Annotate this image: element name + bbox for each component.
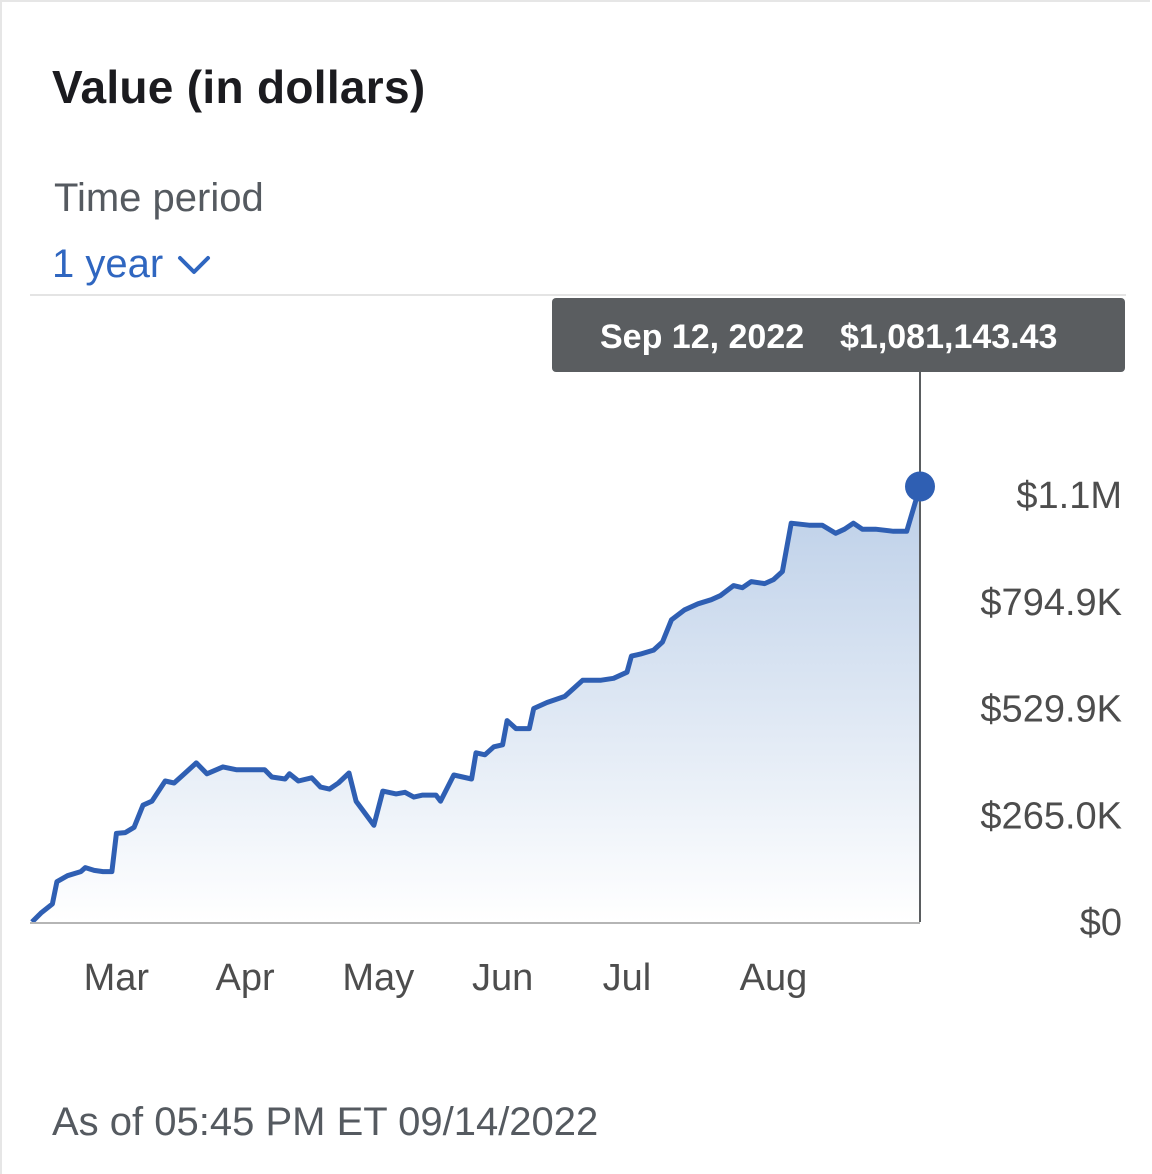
time-period-dropdown[interactable]: 1 year	[52, 242, 211, 287]
x-tick-label: Jul	[603, 957, 652, 999]
y-tick-label: $265.0K	[980, 795, 1122, 837]
highlight-point[interactable]	[905, 471, 935, 502]
x-tick-label: Mar	[84, 957, 150, 999]
area-fill	[32, 486, 920, 922]
tooltip-date: Sep 12, 2022	[600, 318, 804, 356]
time-period-selected: 1 year	[52, 242, 164, 286]
tooltip-value: $1,081,143.43	[840, 318, 1057, 356]
y-axis-ticks: $0 $265.0K $529.9K $794.9K $1.1M	[980, 475, 1122, 944]
as-of-timestamp: As of 05:45 PM ET 09/14/2022	[52, 1100, 599, 1144]
header-divider	[30, 294, 1126, 296]
y-tick-label: $0	[1080, 902, 1122, 944]
series-line	[30, 485, 923, 924]
y-tick-label: $794.9K	[980, 582, 1122, 624]
chart-title: Value (in dollars)	[52, 61, 426, 113]
x-tick-label: May	[342, 957, 414, 999]
area-chart[interactable]: $0 $265.0K $529.9K $794.9K $1.1M Mar Apr May Ju…	[2, 2, 1152, 1062]
tooltip-background	[552, 298, 1125, 372]
x-tick-label: Jun	[472, 957, 533, 999]
x-tick-label: Apr	[216, 957, 275, 999]
x-axis-ticks: Mar Apr May Jun Jul Aug	[84, 957, 808, 999]
x-tick-label: Aug	[740, 957, 808, 999]
time-period-label: Time period	[54, 176, 264, 220]
tooltip: Sep 12, 2022 $1,081,143.43	[552, 298, 1125, 372]
chevron-down-icon	[178, 255, 211, 274]
y-tick-label: $529.9K	[980, 689, 1122, 731]
y-tick-label: $1.1M	[1016, 475, 1122, 517]
